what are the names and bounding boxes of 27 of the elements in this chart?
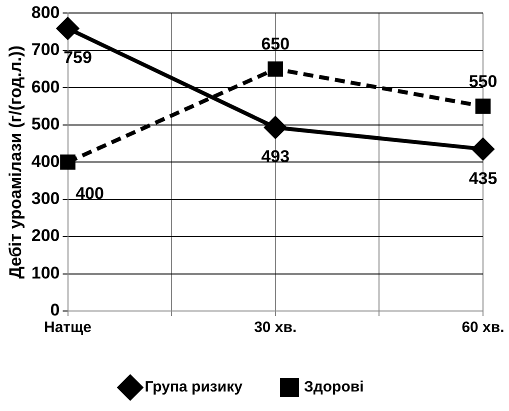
point (268, 61, 284, 77)
y-tick-label: 600 (31, 77, 60, 96)
y-tick-label: 200 (31, 226, 60, 246)
point (475, 98, 491, 114)
y-tick-label: 300 (31, 189, 60, 208)
y-tick-label: 500 (31, 114, 60, 134)
x-tick-label: 30 хв. (254, 319, 297, 336)
data-label: 435 (468, 168, 498, 188)
legend-label: Здорові (304, 378, 364, 396)
y-tick-label: 400 (31, 152, 60, 171)
y-axis-title: Дебіт уроамілази (г/(год.л.)) (6, 46, 25, 279)
data-label: 550 (468, 72, 498, 91)
data-label: 493 (261, 147, 290, 166)
y-tick-label: 700 (31, 40, 60, 60)
data-label: 650 (261, 34, 290, 54)
legend-label: Група ризику (144, 378, 244, 396)
x-tick-label: Натще (44, 319, 92, 336)
point (264, 116, 286, 138)
data-label: 759 (64, 48, 92, 68)
y-tick-label: 100 (31, 263, 60, 282)
data-label: 400 (76, 184, 104, 203)
x-tick-label: 60 хв. (462, 319, 504, 336)
point (472, 138, 494, 160)
y-tick-label: 0 (50, 300, 60, 320)
point (60, 154, 76, 170)
y-tick-label: 800 (31, 2, 60, 22)
point (56, 17, 79, 40)
